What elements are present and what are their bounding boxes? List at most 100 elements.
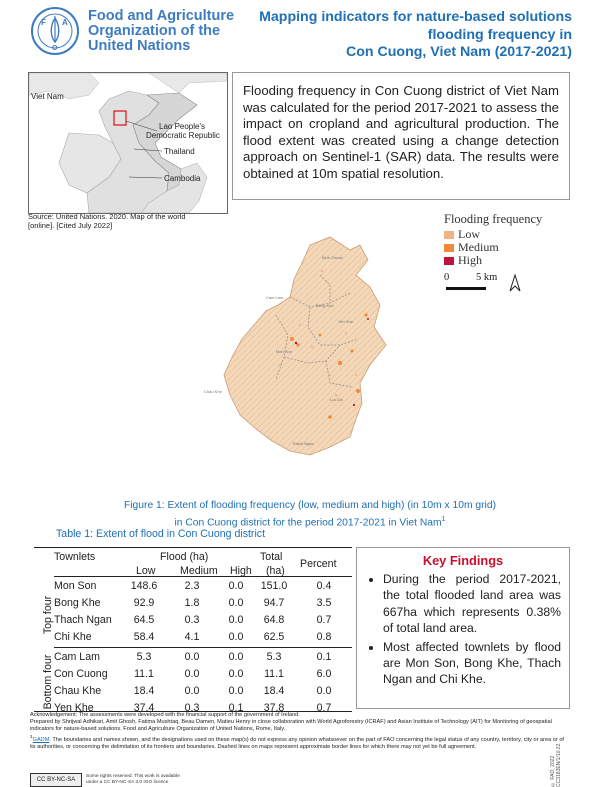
- cell-name: Cam Lam: [54, 651, 100, 663]
- intro-text-box: Flooding frequency in Con Cuong district…: [232, 72, 570, 200]
- table-group-rule: [54, 647, 352, 648]
- table-top-rule: [34, 547, 352, 548]
- cell-low: 148.6: [130, 580, 158, 592]
- map-label-yen-khe: Yen Khe: [338, 319, 354, 324]
- table-row: Yen Khe 37.4 0.3 0.1 37.8 0.7: [54, 702, 352, 717]
- table-row: Chi Khe 58.4 4.1 0.0 62.5 0.8: [54, 631, 352, 646]
- figure-caption-line-1: Figure 1: Extent of flooding frequency (…: [123, 500, 496, 511]
- cell-medium: 0.0: [184, 651, 200, 663]
- cell-total: 62.5: [263, 631, 285, 643]
- map-label-cam-lam: Cam Lam: [266, 295, 284, 300]
- map-label-mon-son: Mon Son: [276, 349, 292, 354]
- cell-name: Bong Khe: [54, 597, 101, 609]
- group-label-top-four: Top four: [42, 595, 54, 635]
- table-row: Chau Khe 18.4 0.0 0.0 18.4 0.0: [54, 685, 352, 700]
- map-label-luc-da: Luc Da: [330, 397, 343, 402]
- logo-letter-f: F: [41, 18, 46, 27]
- key-findings-list: During the period 2017-2021, the total f…: [365, 571, 561, 688]
- intro-paragraph: Flooding frequency in Con Cuong district…: [243, 83, 559, 181]
- cell-total: 5.3: [266, 651, 282, 663]
- cell-name: Yen Khe: [54, 702, 94, 714]
- figure-caption: Figure 1: Extent of flooding frequency (…: [90, 499, 530, 530]
- cell-high: 0.0: [228, 685, 244, 697]
- legend-item-low: Low: [444, 227, 542, 241]
- cell-high: 0.0: [228, 580, 244, 592]
- org-name-line-3: United Nations: [88, 38, 191, 54]
- legend-swatch-high: [444, 256, 454, 265]
- cell-percent: 0.7: [316, 702, 332, 714]
- table-caption: Table 1: Extent of flood in Con Cuong di…: [56, 528, 266, 540]
- cell-total: 64.8: [263, 614, 285, 626]
- table-row: Mon Son 148.6 2.3 0.0 151.0 0.4: [54, 580, 352, 595]
- cell-name: Thach Ngan: [54, 614, 112, 626]
- gadm-link[interactable]: GADM: [32, 736, 50, 743]
- cell-medium: 1.8: [184, 597, 200, 609]
- legend-swatch-low: [444, 230, 454, 239]
- cell-total: 151.0: [260, 580, 288, 592]
- cell-total: 11.1: [264, 668, 284, 680]
- org-name-line-2: Organization of the: [88, 23, 221, 39]
- cell-medium: 0.0: [184, 685, 200, 697]
- footer-notes: Acknowledgement: The assessments were de…: [30, 712, 570, 751]
- cell-name: Chi Khe: [54, 631, 92, 643]
- legend-label-medium: Medium: [458, 240, 499, 254]
- table-header-rule: [54, 576, 352, 577]
- acknowledgement: Acknowledgement: The assessments were de…: [30, 712, 300, 718]
- locator-label-lao-2: Democratic Republic: [146, 131, 220, 140]
- header-townlets: Townlets: [54, 551, 96, 563]
- logo-letter-o: O: [52, 45, 58, 52]
- cell-medium: 0.3: [184, 702, 200, 714]
- cell-low: 11.1: [134, 668, 154, 680]
- cell-high: 0.0: [228, 631, 244, 643]
- legend-title: Flooding frequency: [444, 212, 543, 226]
- cell-percent: 0.7: [316, 614, 332, 626]
- map-source-line-2: [online]. [Cited July 2022]: [28, 221, 113, 230]
- cell-percent: 6.0: [316, 668, 332, 680]
- header-total: Total: [260, 551, 283, 563]
- document-title: Mapping indicators for nature-based solu…: [232, 9, 572, 62]
- map-source: Source: United Nations. 2020. Map of the…: [28, 212, 238, 230]
- organization-name: Food and Agriculture Organization of the…: [88, 9, 234, 54]
- title-line-3: Con Cuong, Viet Nam (2017-2021): [345, 44, 572, 60]
- table-bottom-rule: [34, 711, 352, 712]
- cell-name: Chau Khe: [54, 685, 102, 697]
- table-row: Bong Khe 92.9 1.8 0.0 94.7 3.5: [54, 597, 352, 612]
- legend-item-medium: Medium: [444, 240, 542, 254]
- map-label-chau-khe: Chau Khe: [204, 389, 223, 394]
- figure-caption-sup: 1: [441, 516, 446, 523]
- fao-logo-icon: F A O: [31, 7, 79, 55]
- cell-total: 18.4: [263, 685, 285, 697]
- cell-medium: 2.3: [184, 580, 200, 592]
- group-label-bottom-four: Bottom four: [42, 654, 54, 710]
- scale-line: [446, 287, 486, 290]
- logo-letter-a: A: [62, 18, 68, 27]
- cell-high: 0.1: [228, 702, 244, 714]
- cell-medium: 0.3: [184, 614, 200, 626]
- header-percent: Percent: [300, 558, 337, 570]
- cell-total: 37.8: [263, 702, 285, 714]
- locator-label-viet-nam: Viet Nam: [31, 92, 64, 101]
- cc-license-badge[interactable]: CC BY-NC-SA: [30, 773, 82, 787]
- scale-zero: 0: [444, 272, 450, 283]
- locator-map: Viet Nam Lao People's Democratic Republi…: [28, 72, 228, 214]
- locator-label-thailand: Thailand: [164, 147, 195, 156]
- cell-low: 92.9: [133, 597, 155, 609]
- legend-item-high: High: [444, 253, 542, 267]
- legend-label-low: Low: [458, 227, 480, 241]
- cell-high: 0.0: [228, 668, 244, 680]
- key-findings-box: Key Findings During the period 2017-2021…: [356, 547, 570, 709]
- table-row: Cam Lam 5.3 0.0 0.0 5.3 0.1: [54, 651, 352, 666]
- locator-label-cambodia: Cambodia: [164, 174, 201, 183]
- map-legend: Flooding frequency Low Medium High: [444, 212, 542, 267]
- cell-low: 64.5: [133, 614, 155, 626]
- district-flood-map: Binh Chuan Cam Lam Bong Khe Yen Khe Mon …: [204, 236, 387, 456]
- cell-high: 0.0: [228, 651, 244, 663]
- cell-percent: 0.1: [316, 651, 332, 663]
- map-label-binh-chuan: Binh Chuan: [322, 255, 343, 260]
- map-label-thach-ngan: Thach Ngan: [292, 441, 314, 446]
- document-code: © FAO, 2022 CC3183EN/1/10.22: [550, 743, 562, 787]
- cell-name: Con Cuong: [54, 668, 108, 680]
- cell-high: 0.0: [228, 614, 244, 626]
- cell-total: 94.7: [263, 597, 285, 609]
- cell-percent: 0.8: [316, 631, 332, 643]
